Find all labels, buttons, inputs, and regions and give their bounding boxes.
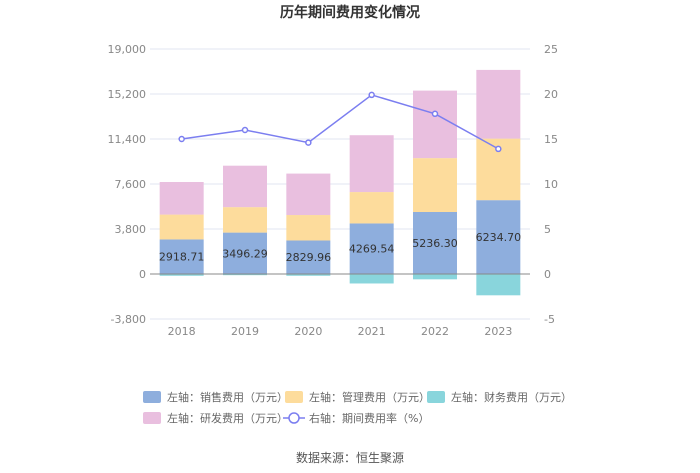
left-tick-label: -3,800 xyxy=(111,313,146,326)
right-tick-label: 5 xyxy=(544,223,551,236)
right-tick-label: 15 xyxy=(544,133,558,146)
sales-data-label: 4269.54 xyxy=(349,243,395,256)
left-tick-label: 7,600 xyxy=(115,178,147,191)
x-tick-label: 2021 xyxy=(358,325,386,338)
x-tick-label: 2018 xyxy=(168,325,196,338)
x-tick-label: 2019 xyxy=(231,325,259,338)
left-tick-label: 19,000 xyxy=(108,43,147,56)
bar-finance-2018 xyxy=(159,274,204,276)
source-note: 数据来源：恒生聚源 xyxy=(296,450,404,465)
legend-swatch-finance xyxy=(427,391,445,403)
bar-finance-2023 xyxy=(476,274,521,296)
legend-swatch-rd xyxy=(143,412,161,424)
left-tick-label: 3,800 xyxy=(115,223,147,236)
left-tick-label: 0 xyxy=(139,268,146,281)
rate-line xyxy=(178,91,502,153)
bar-rd-2020 xyxy=(286,173,331,216)
bar-admin-2019 xyxy=(223,207,267,233)
right-axis-ticks: -5 0 5 10 15 20 25 xyxy=(544,43,558,326)
legend-swatch-sales xyxy=(143,391,161,403)
bar-admin-2018 xyxy=(159,214,204,240)
legend-swatch-marker xyxy=(288,412,300,424)
bar-finance-2020 xyxy=(286,274,331,276)
legend-label-rd: 左轴：研发费用（万元） xyxy=(167,411,288,425)
right-tick-label: -5 xyxy=(544,313,555,326)
x-tick-label: 2020 xyxy=(294,325,322,338)
right-tick-label: 0 xyxy=(544,268,551,281)
sales-data-label: 6234.70 xyxy=(476,231,522,244)
bar-rd-2023 xyxy=(476,69,521,139)
legend[interactable]: 左轴：销售费用（万元） 左轴：管理费用（万元） 左轴：财务费用（万元） 左轴：研发费用… xyxy=(143,390,572,425)
bar-sales-2019 xyxy=(223,232,267,274)
bar-sales-2023 xyxy=(476,200,521,274)
bar-sales-2018 xyxy=(159,239,204,274)
bar-sales-2022 xyxy=(413,211,457,274)
x-tick-label: 2022 xyxy=(421,325,449,338)
bar-rd-2021 xyxy=(349,135,394,193)
bar-sales-2020 xyxy=(286,240,331,274)
rate-point-2021 xyxy=(368,91,375,99)
right-tick-label: 20 xyxy=(544,88,558,101)
left-tick-label: 11,400 xyxy=(108,133,147,146)
bar-finance-2022 xyxy=(413,274,457,280)
right-tick-label: 25 xyxy=(544,43,558,56)
sales-data-label: 2918.71 xyxy=(159,251,205,264)
bar-admin-2020 xyxy=(286,215,331,241)
sales-data-label: 2829.96 xyxy=(286,251,332,264)
legend-swatch-admin xyxy=(285,391,303,403)
rate-point-2019 xyxy=(241,126,249,134)
rate-point-2022 xyxy=(431,110,439,118)
bars xyxy=(150,69,530,296)
left-axis-ticks: -3,800 0 3,800 7,600 11,400 15,200 19,000 xyxy=(108,43,147,326)
rate-point-2018 xyxy=(178,135,185,143)
rate-point-2020 xyxy=(305,139,312,146)
rate-point-2023 xyxy=(495,145,502,153)
sales-data-label: 5236.30 xyxy=(412,237,458,250)
gridlines xyxy=(150,48,530,320)
rate-polyline xyxy=(181,94,499,150)
bar-rd-2018 xyxy=(159,182,204,215)
bar-sales-2021 xyxy=(349,223,394,274)
x-axis-ticks: 2018 2019 2020 2021 2022 2023 xyxy=(168,325,513,338)
right-tick-label: 10 xyxy=(544,178,558,191)
data-labels: 2918.71 3496.29 2829.96 4269.54 5236.30 6234.… xyxy=(159,231,521,264)
bar-admin-2022 xyxy=(413,158,457,212)
legend-label-finance: 左轴：财务费用（万元） xyxy=(451,390,572,404)
sales-data-label: 3496.29 xyxy=(222,247,268,260)
bar-finance-2019 xyxy=(223,274,267,276)
legend-label-sales: 左轴：销售费用（万元） xyxy=(167,390,288,404)
bar-rd-2022 xyxy=(413,90,457,159)
bar-finance-2021 xyxy=(349,274,394,284)
bar-admin-2021 xyxy=(349,192,394,224)
chart-title: 历年期间费用变化情况 xyxy=(280,4,420,21)
bar-rd-2019 xyxy=(223,165,267,208)
left-tick-label: 15,200 xyxy=(108,88,147,101)
legend-label-admin: 左轴：管理费用（万元） xyxy=(309,390,430,404)
x-tick-label: 2023 xyxy=(484,325,512,338)
legend-label-rate: 右轴：期间费用率（%） xyxy=(309,411,429,425)
